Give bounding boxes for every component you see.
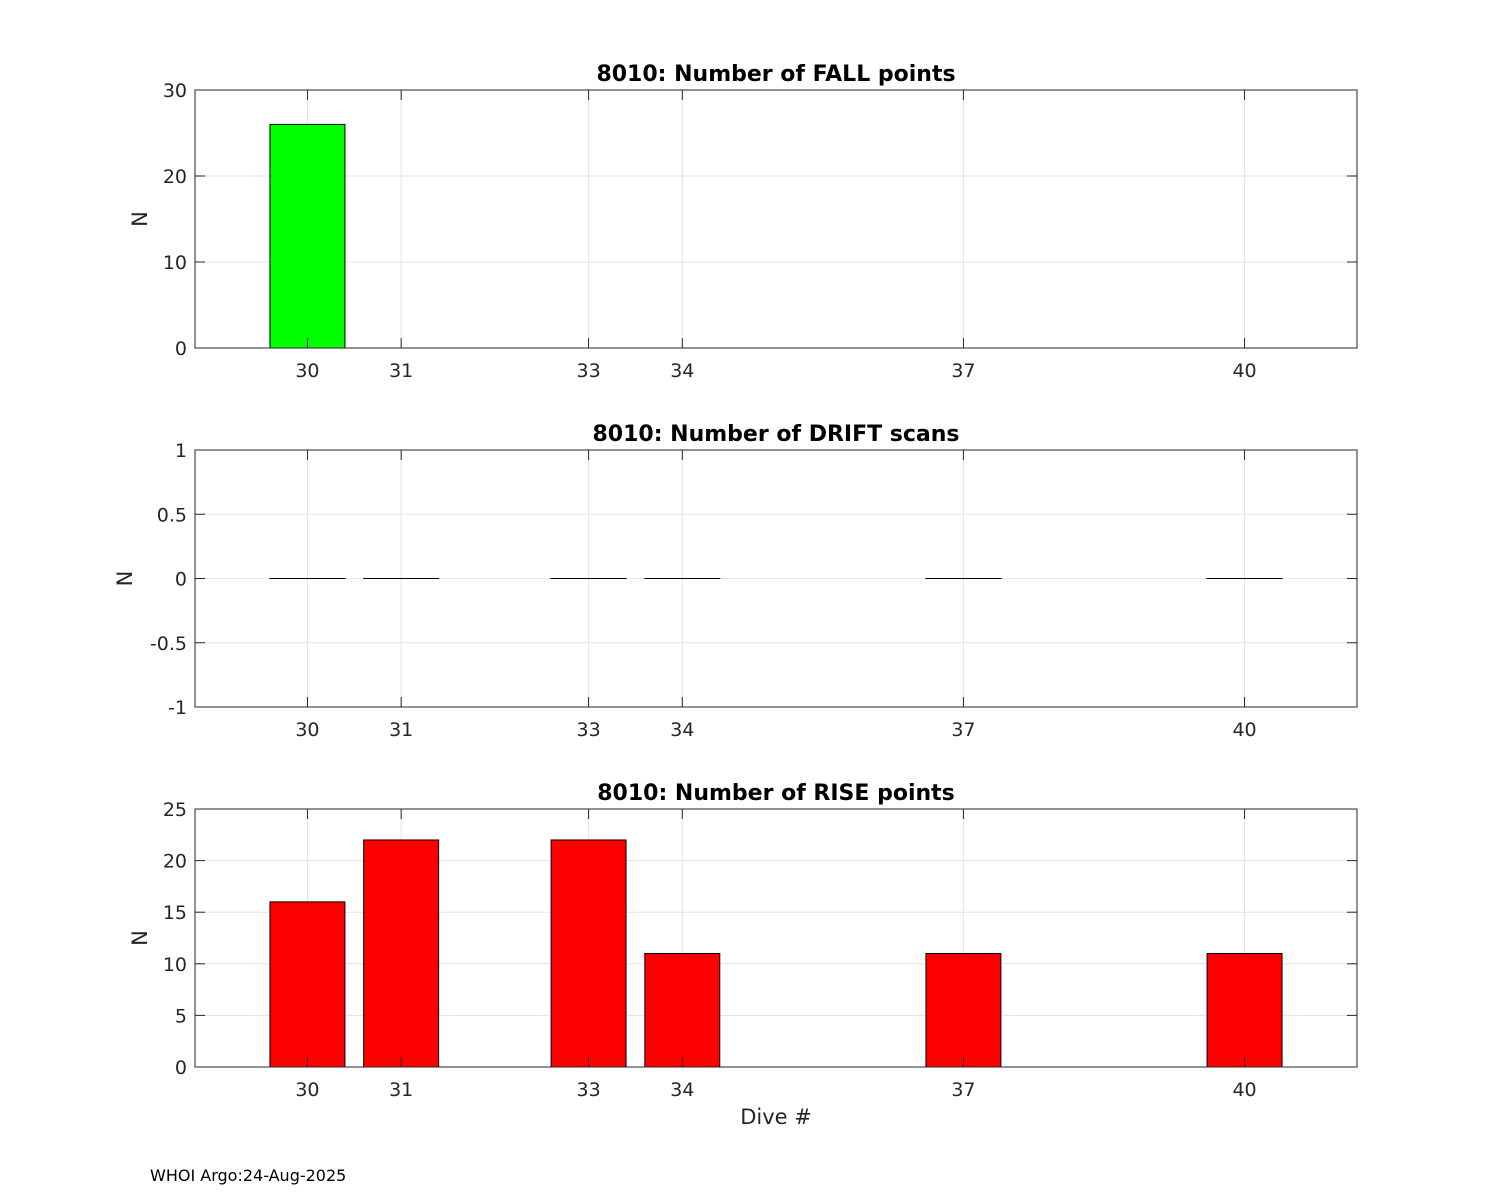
footer-note: WHOI Argo:24-Aug-2025 (150, 1166, 347, 1185)
x-axis-label: Dive # (740, 1105, 812, 1129)
plot-area (195, 90, 1357, 348)
chart-title: 8010: Number of DRIFT scans (592, 422, 959, 447)
y-tick-label: 15 (163, 902, 187, 924)
bar-dive-30 (269, 123, 346, 349)
y-tick-label: 1 (175, 440, 187, 462)
y-axis-label: N (128, 211, 152, 227)
chart-title: 8010: Number of RISE points (597, 781, 955, 806)
y-tick-label: 10 (163, 252, 187, 274)
y-tick-label: 10 (163, 954, 187, 976)
bar-dive-31 (363, 839, 440, 1068)
x-tick-label: 37 (951, 1079, 975, 1101)
y-tick-label: 20 (163, 166, 187, 188)
y-tick-label: 0 (175, 1057, 187, 1079)
y-tick-label: -0.5 (150, 633, 187, 655)
x-tick-label: 31 (389, 719, 413, 741)
x-tick-label: 37 (951, 360, 975, 382)
x-tick-label: 30 (295, 1079, 319, 1101)
x-tick-label: 37 (951, 719, 975, 741)
y-tick-label: 5 (175, 1005, 187, 1027)
bar-dive-37 (925, 952, 1002, 1068)
chart-title: 8010: Number of FALL points (596, 62, 955, 87)
y-axis-label: N (113, 571, 137, 587)
x-tick-label: 33 (576, 360, 600, 382)
x-tick-label: 40 (1232, 1079, 1256, 1101)
axes-box (194, 89, 1358, 349)
x-tick-label: 30 (295, 719, 319, 741)
chart-panel-2: 30 31 33 34 37 40 -1 -0.5 0 0.5 1 8010: Number of D… (113, 422, 1358, 741)
x-tick-label: 34 (670, 1079, 694, 1101)
x-tick-label: 34 (670, 360, 694, 382)
y-tick-label: 0 (175, 569, 187, 591)
x-tick-label: 33 (576, 1079, 600, 1101)
bar-dive-40 (1206, 952, 1283, 1068)
x-tick-label: 34 (670, 719, 694, 741)
x-tick-label: 30 (295, 360, 319, 382)
bar-dive-30 (269, 901, 346, 1068)
y-tick-label: 20 (163, 851, 187, 873)
y-tick-label: -1 (168, 697, 187, 719)
y-axis-label: N (128, 930, 152, 946)
x-tick-label: 33 (576, 719, 600, 741)
y-tick-label: 0 (175, 338, 187, 360)
x-tick-label: 31 (389, 360, 413, 382)
axes-box (194, 808, 1358, 1068)
y-tick-label: 30 (163, 80, 187, 102)
x-tick-label: 40 (1232, 360, 1256, 382)
y-tick-label: 25 (163, 799, 187, 821)
chart-panel-1: 30 31 33 34 37 40 0 10 20 30 8010: Number of FALL … (128, 62, 1358, 382)
chart-panel-3: 30 31 33 34 37 40 0 5 10 15 20 25 8010: Number of RI… (128, 781, 1358, 1129)
bar-dive-34 (644, 952, 721, 1068)
y-tick-label: 0.5 (157, 504, 187, 526)
x-tick-label: 40 (1232, 719, 1256, 741)
x-tick-label: 31 (389, 1079, 413, 1101)
bar-dive-33 (550, 839, 627, 1068)
